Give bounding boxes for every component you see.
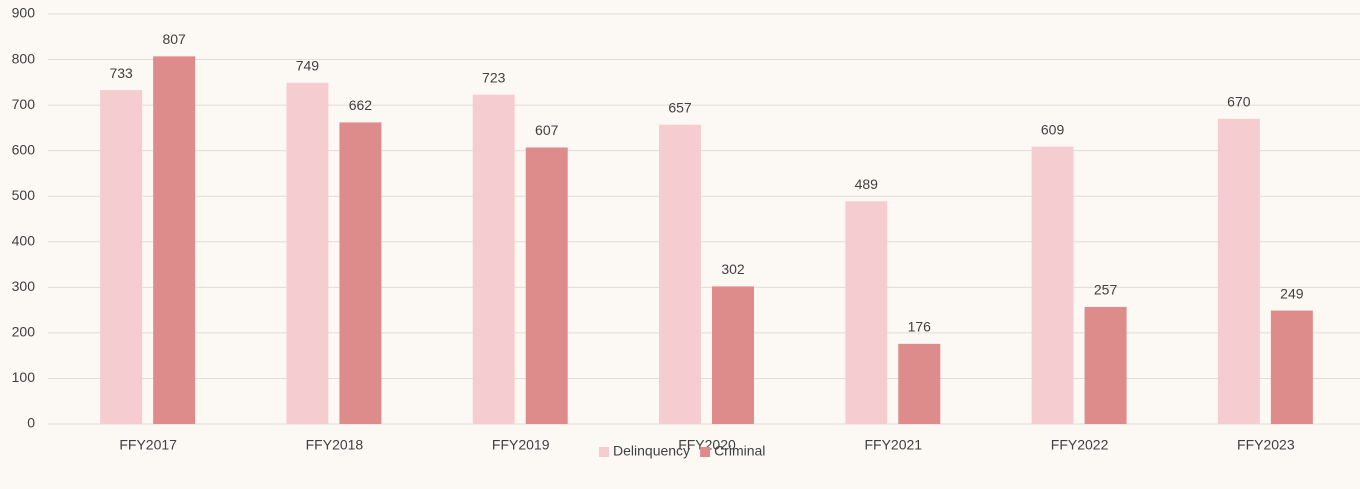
- bar: [1270, 310, 1313, 424]
- data-label: 176: [908, 319, 932, 335]
- data-label: 749: [296, 57, 320, 73]
- y-tick-label: 0: [27, 415, 35, 431]
- bar: [153, 56, 196, 424]
- bar: [1217, 118, 1260, 425]
- bar: [712, 286, 754, 424]
- y-tick-label: 600: [12, 141, 36, 157]
- bar: [898, 343, 941, 424]
- data-label: 670: [1227, 93, 1251, 109]
- data-label: 249: [1280, 285, 1304, 301]
- x-tick-label: FFY2020: [678, 437, 736, 453]
- y-tick-label: 200: [12, 324, 36, 340]
- x-tick-label: FFY2023: [1237, 437, 1295, 453]
- legend-swatch: [700, 447, 711, 457]
- bar: [286, 82, 329, 425]
- y-tick-label: 400: [12, 232, 36, 248]
- legend-label: Criminal: [714, 443, 765, 459]
- data-label: 657: [668, 99, 692, 115]
- x-tick-label: FFY2018: [306, 437, 364, 453]
- data-label: 662: [349, 97, 373, 113]
- bar: [845, 201, 888, 424]
- x-tick-label: FFY2019: [492, 437, 550, 453]
- data-label: 609: [1041, 121, 1065, 137]
- bar: [1084, 306, 1127, 424]
- data-label: 733: [109, 65, 133, 81]
- x-tick-label: FFY2022: [1051, 437, 1109, 453]
- bar: [100, 90, 143, 425]
- data-label: 257: [1094, 282, 1118, 298]
- legend-swatch: [599, 447, 609, 457]
- data-label: 607: [535, 122, 559, 138]
- legend-label: Delinquency: [613, 443, 690, 459]
- y-tick-label: 900: [12, 5, 36, 21]
- data-label: 489: [855, 176, 879, 192]
- bar: [1031, 146, 1074, 425]
- y-tick-label: 100: [12, 369, 36, 385]
- bar: [659, 124, 701, 424]
- y-tick-label: 800: [12, 50, 36, 66]
- bar: [339, 122, 382, 424]
- data-label: 723: [482, 69, 506, 85]
- bar: [525, 147, 568, 424]
- y-tick-label: 500: [12, 187, 36, 203]
- x-tick-label: FFY2021: [864, 437, 922, 453]
- data-label: 807: [162, 31, 186, 47]
- y-tick-label: 700: [12, 96, 36, 112]
- bar: [472, 94, 515, 424]
- x-tick-label: FFY2017: [119, 437, 177, 453]
- y-tick-label: 300: [12, 278, 36, 294]
- data-label: 302: [721, 261, 745, 277]
